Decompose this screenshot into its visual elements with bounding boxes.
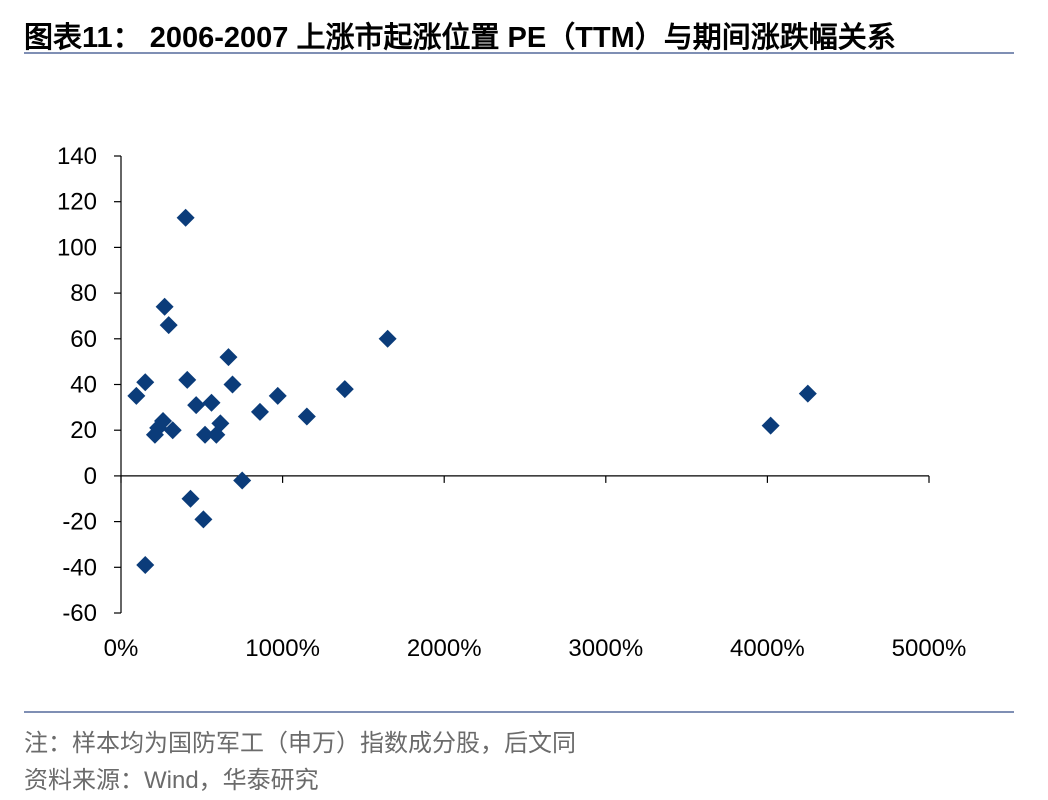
x-tick-label: 5000%	[892, 635, 967, 662]
data-point	[194, 510, 213, 529]
footnote: 注：样本均为国防军工（申万）指数成分股，后文同	[24, 730, 576, 757]
data-point	[136, 556, 155, 575]
data-point	[297, 407, 316, 426]
source-note: 资料来源：Wind，华泰研究	[24, 767, 319, 794]
y-tick-label: -40	[62, 554, 97, 581]
x-tick-label: 0%	[104, 635, 139, 662]
data-point	[761, 416, 780, 435]
y-tick-label: 20	[70, 417, 97, 444]
data-point	[163, 421, 182, 440]
chart-axes	[114, 155, 930, 614]
data-point	[268, 386, 287, 405]
data-point	[250, 402, 269, 421]
data-point	[187, 396, 206, 415]
data-point	[181, 489, 200, 508]
x-tick-label: 4000%	[730, 635, 805, 662]
data-point	[178, 370, 197, 389]
y-tick-label: 60	[70, 326, 97, 353]
y-tick-label: 0	[84, 463, 97, 490]
y-tick-label: -60	[62, 600, 97, 627]
data-point	[159, 316, 178, 335]
y-axis-tick-labels: -60 -40 -20 0 20 40 60 80 100 120 140	[57, 143, 97, 627]
data-point	[155, 297, 174, 316]
data-point	[798, 384, 817, 403]
data-point	[335, 380, 354, 399]
data-point	[223, 375, 242, 394]
data-point	[233, 471, 252, 490]
data-point	[136, 373, 155, 392]
data-point	[207, 425, 226, 444]
x-tick-label: 3000%	[568, 635, 643, 662]
x-tick-label: 2000%	[407, 635, 482, 662]
x-tick-label: 1000%	[245, 635, 320, 662]
data-point	[219, 348, 238, 367]
data-point	[145, 425, 164, 444]
y-tick-label: 80	[70, 280, 97, 307]
x-axis-tick-labels: 0% 1000% 2000% 3000% 4000% 5000%	[104, 635, 967, 662]
scatter-chart: -60 -40 -20 0 20 40 60 80 100 120 140 0% 1000% 2000%…	[57, 143, 967, 662]
data-point	[202, 393, 221, 412]
data-point	[196, 425, 215, 444]
y-tick-label: -20	[62, 509, 97, 536]
footer-divider	[24, 711, 1014, 713]
data-point	[378, 329, 397, 348]
data-points	[127, 208, 817, 575]
y-tick-label: 140	[57, 143, 97, 170]
y-tick-label: 40	[70, 372, 97, 399]
data-point	[127, 386, 146, 405]
y-tick-label: 120	[57, 189, 97, 216]
y-tick-label: 100	[57, 234, 97, 261]
title-divider	[24, 52, 1014, 54]
data-point	[176, 208, 195, 227]
chart-title: 图表11： 2006-2007 上涨市起涨位置 PE（TTM）与期间涨跌幅关系	[24, 22, 896, 54]
